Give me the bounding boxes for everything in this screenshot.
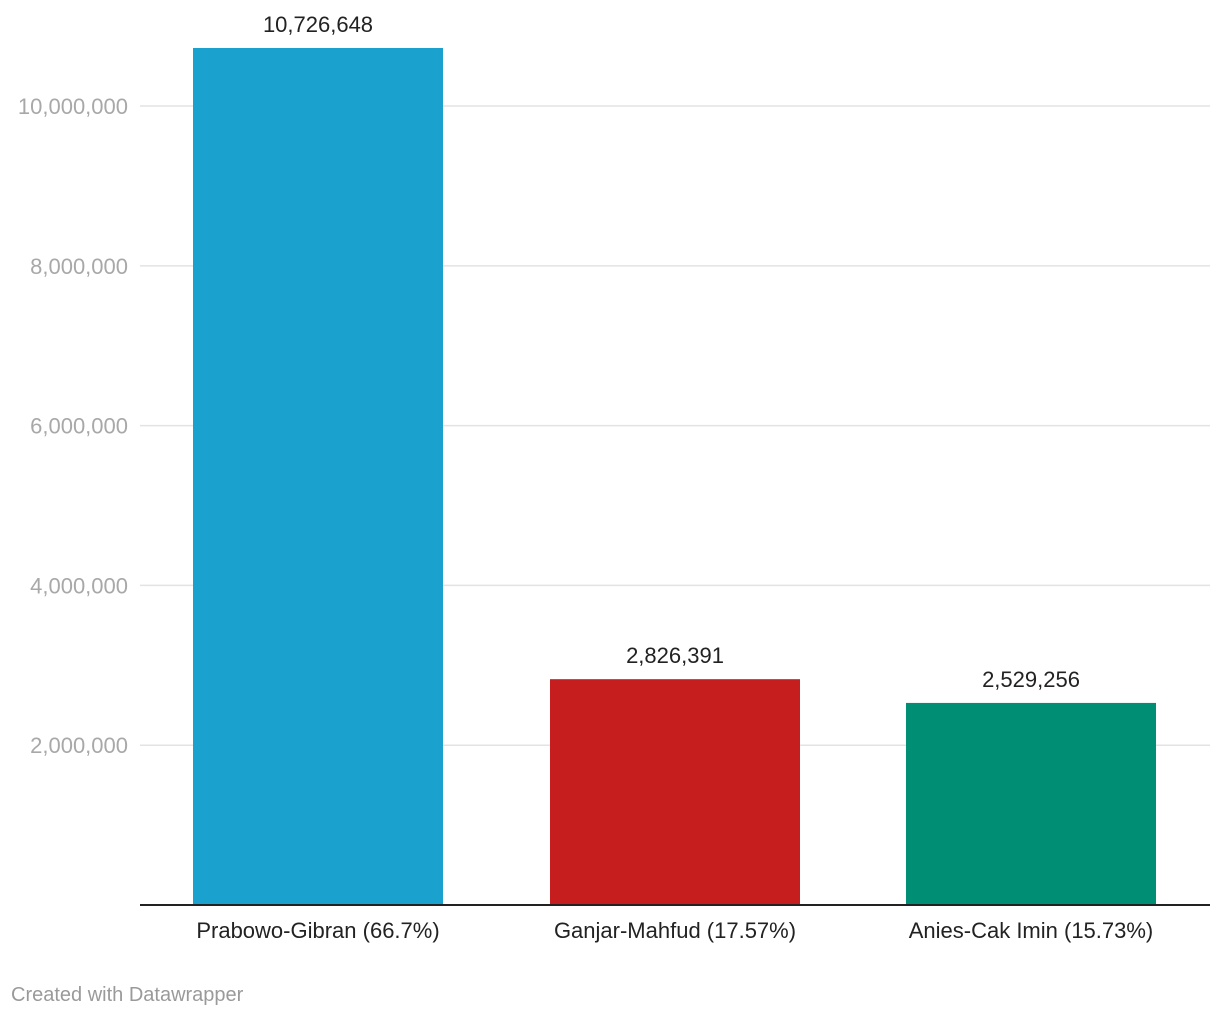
category-label: Ganjar-Mahfud (17.57%)	[554, 918, 796, 943]
bar	[550, 679, 800, 905]
y-axis-ticks: 2,000,000 4,000,000 6,000,000 8,000,000 10,0…	[18, 94, 128, 758]
value-label: 2,529,256	[982, 667, 1080, 692]
y-tick-label: 2,000,000	[30, 733, 128, 758]
y-tick-label: 4,000,000	[30, 573, 128, 598]
bar-chart: 2,000,000 4,000,000 6,000,000 8,000,000 10,0…	[18, 12, 1210, 943]
value-label: 10,726,648	[263, 12, 373, 37]
bar	[906, 702, 1156, 905]
value-label: 2,826,391	[626, 643, 724, 668]
y-tick-label: 10,000,000	[18, 94, 128, 119]
bars	[193, 48, 1156, 905]
footer-credit: Created with Datawrapper	[11, 984, 244, 1006]
value-labels: 10,726,648 2,826,391 2,529,256	[263, 12, 1080, 692]
category-label: Prabowo-Gibran (66.7%)	[196, 918, 439, 943]
category-labels: Prabowo-Gibran (66.7%) Ganjar-Mahfud (17.…	[196, 918, 1153, 943]
y-tick-label: 8,000,000	[30, 254, 128, 279]
y-tick-label: 6,000,000	[30, 414, 128, 439]
category-label: Anies-Cak Imin (15.73%)	[909, 918, 1154, 943]
bar	[193, 48, 443, 905]
